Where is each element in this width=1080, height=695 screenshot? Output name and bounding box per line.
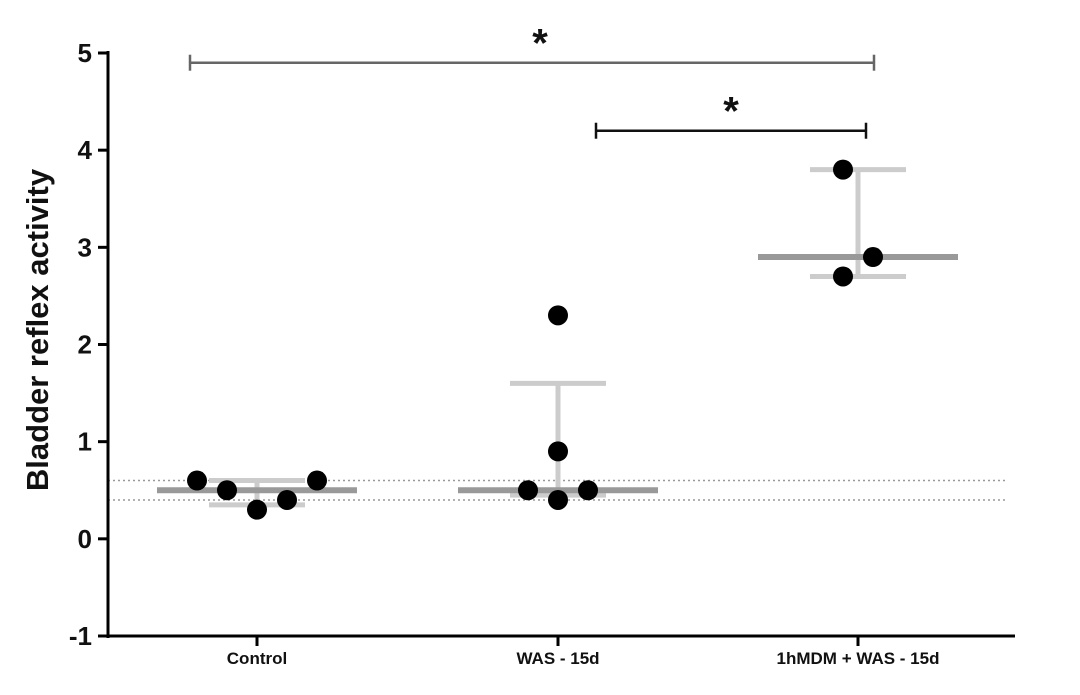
y-tick-label-3: 3 — [78, 232, 92, 262]
data-point-0-4 — [307, 470, 327, 491]
data-points — [187, 159, 883, 520]
y-axis-title: Bladder reflex activity — [20, 168, 55, 491]
y-tick-label--1: -1 — [69, 621, 92, 651]
data-point-1-2 — [548, 305, 568, 326]
y-tick-label-2: 2 — [78, 330, 92, 360]
data-point-0-1 — [217, 480, 237, 501]
x-tick-label-2: 1hMDM + WAS - 15d — [777, 649, 940, 668]
data-point-1-1 — [548, 441, 568, 462]
significance-label-1: * — [723, 90, 739, 134]
data-point-0-3 — [277, 489, 297, 510]
significance-label-0: * — [532, 22, 548, 66]
significance-brackets: ** — [188, 22, 876, 139]
x-tick-label-1: WAS - 15d — [516, 649, 599, 668]
y-tick-label-1: 1 — [78, 427, 92, 457]
axes: -1 0 1 2 3 4 5 Control WAS - 15d 1hMDM + WAS - 15… — [69, 38, 1015, 668]
data-point-2-2 — [863, 247, 883, 268]
data-point-1-3 — [548, 489, 568, 510]
data-point-0-0 — [187, 470, 207, 491]
data-point-1-0 — [518, 480, 538, 501]
x-tick-label-0: Control — [227, 649, 287, 668]
data-point-2-0 — [833, 159, 853, 180]
y-tick-label-4: 4 — [78, 135, 93, 165]
data-point-0-2 — [247, 499, 267, 520]
data-point-1-4 — [578, 480, 598, 501]
y-tick-label-5: 5 — [78, 38, 92, 68]
data-point-2-1 — [833, 266, 853, 287]
y-tick-label-0: 0 — [78, 524, 92, 554]
